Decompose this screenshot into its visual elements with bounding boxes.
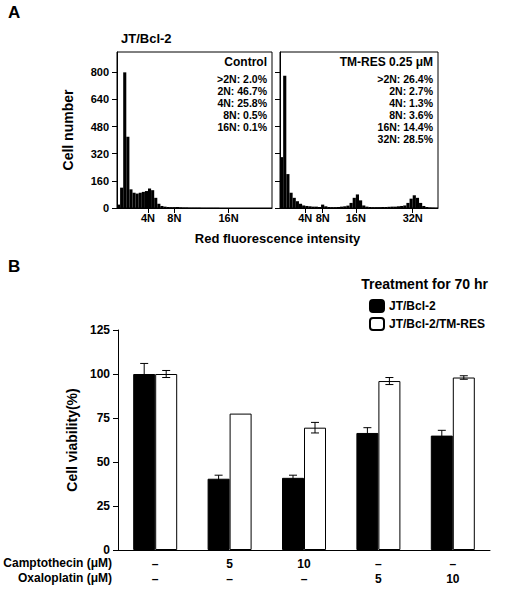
svg-text:0: 0	[103, 202, 109, 214]
svg-text:125: 125	[90, 323, 110, 337]
svg-text:16N: 14.4%: 16N: 14.4%	[378, 121, 434, 133]
svg-text:Treatment for 70 hr: Treatment for 70 hr	[361, 276, 488, 292]
svg-text:16N: 16N	[346, 212, 366, 224]
svg-text:2N: 2.7%: 2N: 2.7%	[389, 85, 433, 97]
svg-text:–: –	[301, 572, 308, 586]
svg-text:160: 160	[91, 175, 109, 187]
svg-text:JT/Bcl-2: JT/Bcl-2	[121, 31, 172, 46]
svg-text:–: –	[152, 572, 159, 586]
svg-text:32N: 28.5%: 32N: 28.5%	[378, 133, 434, 145]
svg-text:25: 25	[97, 499, 111, 513]
svg-text:TM-RES 0.25 μM: TM-RES 0.25 μM	[340, 55, 433, 69]
svg-text:B: B	[8, 257, 20, 276]
svg-text:–: –	[226, 572, 233, 586]
svg-text:8N: 8N	[316, 212, 330, 224]
svg-text:10: 10	[297, 557, 311, 571]
svg-text:8N: 3.6%: 8N: 3.6%	[389, 109, 433, 121]
svg-text:16N: 0.1%: 16N: 0.1%	[217, 121, 267, 133]
svg-text:640: 640	[91, 93, 109, 105]
svg-text:4N: 4N	[141, 212, 155, 224]
svg-text:8N: 0.5%: 8N: 0.5%	[223, 109, 267, 121]
svg-text:100: 100	[90, 367, 110, 381]
svg-text:10: 10	[446, 572, 460, 586]
svg-text:JT/Bcl-2: JT/Bcl-2	[389, 299, 436, 313]
svg-text:4N: 25.8%: 4N: 25.8%	[217, 97, 267, 109]
svg-text:8N: 8N	[167, 212, 181, 224]
svg-text:Cell number: Cell number	[60, 89, 76, 170]
svg-text:–: –	[449, 557, 456, 571]
svg-text:75: 75	[97, 411, 111, 425]
svg-text:800: 800	[91, 66, 109, 78]
svg-text:Camptothecin (μM): Camptothecin (μM)	[3, 556, 112, 570]
svg-text:>2N: 2.0%: >2N: 2.0%	[217, 73, 268, 85]
svg-text:50: 50	[97, 455, 111, 469]
svg-text:5: 5	[226, 557, 233, 571]
svg-text:–: –	[152, 557, 159, 571]
svg-text:JT/Bcl-2/TM-RES: JT/Bcl-2/TM-RES	[389, 317, 485, 331]
svg-text:Red fluorescence intensity: Red fluorescence intensity	[195, 231, 361, 246]
svg-text:2N: 46.7%: 2N: 46.7%	[217, 85, 267, 97]
svg-text:5: 5	[375, 572, 382, 586]
svg-text:4N: 4N	[298, 212, 312, 224]
svg-text:A: A	[8, 3, 20, 22]
svg-text:Cell viability(%): Cell viability(%)	[64, 388, 80, 491]
svg-text:–: –	[375, 557, 382, 571]
svg-text:32N: 32N	[403, 212, 423, 224]
svg-text:16N: 16N	[219, 212, 239, 224]
svg-text:Control: Control	[224, 55, 267, 69]
svg-text:Oxaloplatin (μM): Oxaloplatin (μM)	[18, 571, 112, 585]
svg-text:4N: 1.3%: 4N: 1.3%	[389, 97, 433, 109]
svg-text:480: 480	[91, 121, 109, 133]
svg-text:0: 0	[103, 543, 110, 557]
svg-text:>2N: 26.4%: >2N: 26.4%	[377, 73, 433, 85]
svg-text:320: 320	[91, 148, 109, 160]
